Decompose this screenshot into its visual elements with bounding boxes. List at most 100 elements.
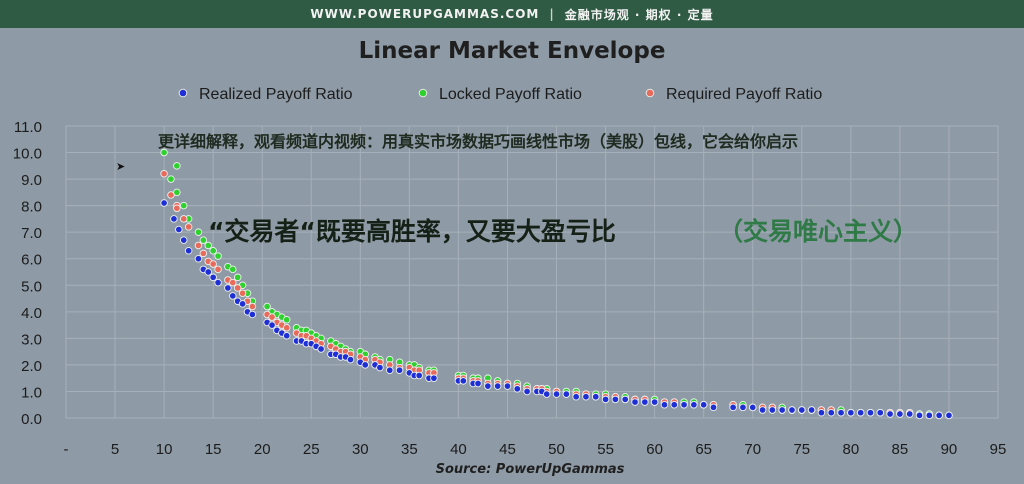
x-tick-label: 40 [450, 441, 467, 458]
data-point [199, 236, 208, 244]
y-tick-label: 9.0 [21, 172, 42, 189]
site-url[interactable]: WWW.POWERUPGAMMAS.COM [310, 7, 540, 21]
data-point [709, 403, 718, 412]
data-point [592, 393, 600, 401]
x-tick-label: 50 [548, 441, 565, 458]
data-point [194, 228, 203, 236]
data-point [670, 400, 679, 409]
data-point [778, 406, 786, 414]
data-point [238, 300, 247, 308]
data-point [194, 241, 203, 250]
mouse-cursor-icon: ➤ [116, 160, 126, 173]
data-point [282, 316, 291, 324]
x-tick-label: 90 [941, 441, 958, 458]
data-point [631, 398, 639, 406]
data-point [209, 273, 217, 282]
data-point [167, 175, 175, 183]
y-tick-label: 1.0 [21, 384, 42, 401]
data-point [233, 284, 242, 292]
data-point [167, 191, 175, 199]
data-point [160, 199, 168, 207]
x-tick-label: 5 [111, 441, 119, 458]
data-point [886, 410, 894, 418]
data-point [807, 406, 816, 414]
data-point [699, 400, 708, 409]
data-point [935, 411, 943, 420]
data-point [317, 345, 325, 353]
y-tick-label: 2.0 [21, 358, 42, 375]
data-point [214, 252, 222, 260]
legend-marker [645, 88, 655, 98]
banner-tagline: 金融市场观 · 期权 · 定量 [564, 7, 714, 22]
data-point [758, 406, 767, 414]
data-point [582, 393, 590, 401]
data-point [199, 249, 208, 258]
data-point [503, 382, 512, 390]
data-point [925, 411, 934, 420]
y-tick-label: 10.0 [13, 146, 42, 163]
y-tick-label: 4.0 [21, 305, 42, 322]
data-point [170, 215, 178, 223]
data-point [229, 292, 237, 300]
data-point [611, 395, 620, 404]
chart-title: Linear Market Envelope [358, 38, 666, 64]
legend-label: Locked Payoff Ratio [439, 86, 582, 103]
y-tick-label: 7.0 [21, 225, 42, 242]
x-tick-label: 70 [744, 441, 761, 458]
data-point [233, 273, 242, 282]
data-point [474, 379, 482, 388]
data-point [209, 260, 217, 268]
data-point [837, 408, 845, 417]
data-point [641, 398, 649, 406]
y-tick-label: 6.0 [21, 252, 42, 269]
data-point [194, 254, 203, 263]
data-point [876, 408, 885, 417]
data-point [493, 382, 502, 390]
data-point [905, 410, 914, 418]
data-point [690, 400, 698, 409]
y-tick-label: 11.0 [14, 119, 42, 136]
x-tick-label: 80 [842, 441, 859, 458]
data-point [376, 363, 384, 372]
data-point [562, 390, 571, 398]
x-tick-label: 95 [990, 441, 1007, 458]
data-point [263, 302, 271, 311]
data-point [866, 408, 875, 417]
data-point [459, 377, 468, 385]
data-point [856, 408, 865, 417]
x-tick-label: 75 [793, 441, 810, 458]
data-point [680, 400, 688, 409]
data-point [542, 390, 551, 398]
x-tick-label: 60 [646, 441, 663, 458]
data-point [229, 278, 237, 287]
data-point [847, 408, 855, 417]
data-point [430, 374, 438, 382]
y-tick-label: 3.0 [21, 331, 42, 348]
data-point [173, 162, 181, 170]
x-tick-label: 15 [205, 441, 222, 458]
data-point [572, 393, 580, 401]
data-point [214, 265, 222, 274]
data-point [798, 406, 806, 414]
data-point [282, 331, 291, 340]
data-point [268, 321, 276, 329]
chart-source: Source: PowerUpGammas [435, 462, 625, 477]
data-point [484, 382, 492, 390]
data-point [513, 385, 522, 393]
x-tick-label: 45 [499, 441, 516, 458]
data-point [523, 387, 531, 396]
data-point [768, 406, 777, 414]
data-point [204, 268, 213, 276]
data-point [945, 411, 953, 420]
data-point [282, 323, 291, 332]
data-point [729, 403, 737, 412]
annotation-headline: “交易者“既要高胜率，又要大盈亏比 [208, 217, 616, 246]
x-tick-label: 65 [695, 441, 712, 458]
data-point [214, 278, 222, 287]
banner-divider: | [549, 7, 555, 21]
data-point [204, 241, 213, 250]
data-point [184, 247, 193, 255]
data-point [160, 148, 168, 157]
data-point [224, 284, 232, 292]
